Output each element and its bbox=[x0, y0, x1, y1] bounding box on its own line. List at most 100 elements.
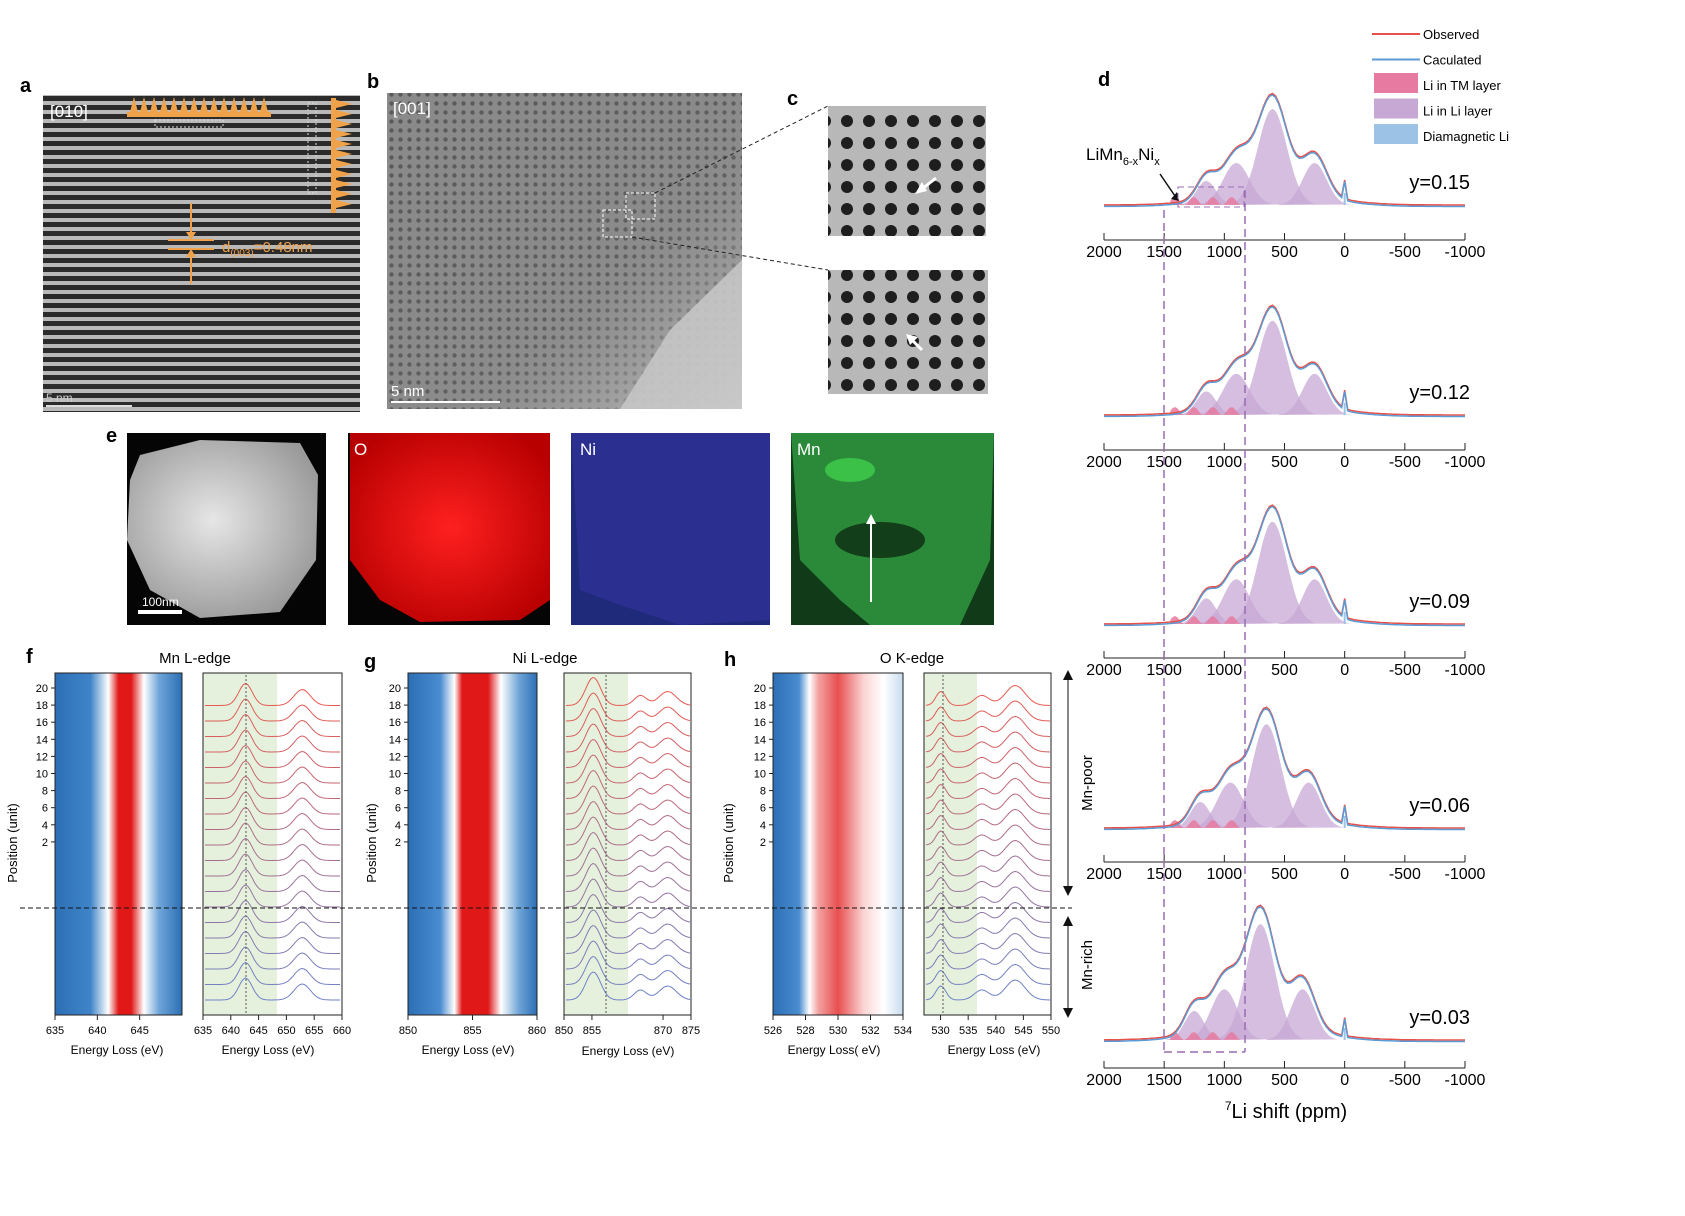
nmr-x-tick-label: 1000 bbox=[1207, 1072, 1243, 1089]
y-tick-label: 8 bbox=[395, 786, 401, 798]
y-tick-label: 10 bbox=[36, 769, 48, 781]
lattice-marker-icon bbox=[150, 97, 158, 112]
y-tick-label: 16 bbox=[754, 717, 766, 729]
y-tick-label: 4 bbox=[42, 820, 48, 832]
calculated-line bbox=[1103, 905, 1465, 1043]
eels-spectrum-line bbox=[205, 682, 340, 706]
eels-spectrum-line bbox=[565, 738, 691, 768]
legend-swatch bbox=[1374, 98, 1418, 119]
zoom-line-1 bbox=[654, 105, 829, 194]
arrow-c2 bbox=[910, 338, 924, 352]
arrowhead-up-icon bbox=[186, 249, 196, 257]
eds-o-label: O bbox=[354, 440, 367, 459]
eels-spectrum-line bbox=[205, 868, 340, 892]
legend-label: Observed bbox=[1423, 27, 1479, 42]
mn-rich-label: Mn-rich bbox=[1079, 940, 1096, 990]
eels-spectrum-line bbox=[565, 769, 691, 799]
eels-spectrum-line bbox=[205, 698, 340, 722]
mn-poor-up-icon bbox=[1063, 670, 1073, 680]
eels-spectrum-line bbox=[925, 746, 1051, 768]
eels-spectra bbox=[205, 675, 1051, 1015]
x-tick-label: 640 bbox=[222, 1025, 240, 1037]
eels-spectrum-line bbox=[925, 777, 1051, 799]
x-tick-label: 530 bbox=[829, 1025, 847, 1037]
lattice-marker-icon bbox=[250, 97, 258, 112]
eels-spectrum-line bbox=[565, 862, 691, 892]
eels-spectrum-line bbox=[925, 948, 1051, 970]
lattice-marker-icon bbox=[190, 97, 198, 112]
y-tick-label: 2 bbox=[42, 837, 48, 849]
y-tick-label: 14 bbox=[36, 734, 48, 746]
panel-letter-f: f bbox=[26, 646, 33, 668]
eels-spectrum-line bbox=[205, 791, 340, 815]
li-in-tm-layer-component bbox=[1170, 820, 1243, 828]
li-in-tm-layer-component bbox=[1170, 1032, 1243, 1040]
eels-spectrum-line bbox=[565, 831, 691, 861]
nmr-x-tick-label: -1000 bbox=[1445, 1072, 1486, 1089]
zone-axis-b: [001] bbox=[393, 99, 431, 118]
title-f: Mn L-edge bbox=[159, 650, 231, 667]
zone-axis-a: [010] bbox=[50, 102, 88, 121]
mn-poor-down-icon bbox=[1063, 886, 1073, 896]
diamagnetic-li-component bbox=[1343, 1028, 1346, 1040]
y-tick-label: 18 bbox=[754, 700, 766, 712]
spectrum-label: y=0.06 bbox=[1409, 795, 1470, 817]
ylabel-f: Position (unit) bbox=[5, 803, 20, 882]
lattice-marker-icon bbox=[200, 97, 208, 112]
dashed-box-b2 bbox=[602, 209, 633, 238]
title-g: Ni L-edge bbox=[512, 650, 577, 667]
x-tick-label: 650 bbox=[277, 1025, 295, 1037]
x-tick-label: 534 bbox=[894, 1025, 912, 1037]
x-tick-label: 640 bbox=[88, 1025, 106, 1037]
panel-letter-h: h bbox=[724, 649, 736, 671]
scale-bar-b-label: 5 nm bbox=[391, 383, 424, 400]
eels-spectrum-line bbox=[565, 878, 691, 908]
eels-spectrum-line bbox=[565, 847, 691, 877]
spectrum-label: y=0.09 bbox=[1409, 591, 1470, 613]
d-spacing-label: d(003)=0.48nm bbox=[222, 239, 313, 259]
eels-spectrum-line bbox=[565, 955, 691, 985]
nmr-x-tick-label: 0 bbox=[1340, 1072, 1349, 1089]
lattice-marker-icon bbox=[140, 97, 148, 112]
x-tick-label: 530 bbox=[931, 1025, 949, 1037]
mn-rich-up-icon bbox=[1063, 916, 1073, 926]
nmr-x-tick-label: -500 bbox=[1389, 662, 1421, 679]
eels-spectrum-line bbox=[205, 822, 340, 846]
y-tick-label: 2 bbox=[395, 837, 401, 849]
nmr-x-tick-label: 500 bbox=[1271, 662, 1298, 679]
ylabel-g: Position (unit) bbox=[364, 803, 379, 882]
eels-spectrum-line bbox=[925, 839, 1051, 861]
eels-spectrum-line bbox=[205, 930, 340, 954]
arrowhead-c1-icon bbox=[915, 182, 927, 194]
x-tick-label: 855 bbox=[583, 1025, 601, 1037]
y-tick-label: 20 bbox=[389, 683, 401, 695]
nmr-x-tick-label: 0 bbox=[1340, 866, 1349, 883]
eels-spectrum-line bbox=[205, 946, 340, 970]
x-tick-label: 532 bbox=[861, 1025, 879, 1037]
lattice-marker-icon bbox=[336, 120, 352, 128]
map-h bbox=[773, 673, 903, 1015]
y-tick-label: 14 bbox=[389, 734, 401, 746]
lattice-marker-icon bbox=[220, 97, 228, 112]
eels-spectrum-line bbox=[925, 886, 1051, 908]
eels-spectrum-line bbox=[925, 917, 1051, 939]
eds-mn-hotspot bbox=[825, 458, 875, 482]
li-in-li-layer-component bbox=[1278, 163, 1351, 205]
x-tick-label: 535 bbox=[959, 1025, 977, 1037]
eels-spectrum-line bbox=[565, 816, 691, 846]
eels-spectrum-line bbox=[925, 824, 1051, 846]
nmr-x-tick-label: 0 bbox=[1340, 454, 1349, 471]
y-tick-label: 6 bbox=[760, 803, 766, 815]
arrowhead-c2-icon bbox=[906, 334, 918, 345]
lattice-marker-icon bbox=[210, 97, 218, 112]
scale-bar-a-label: 5 nm bbox=[46, 391, 73, 405]
x-tick-label: 635 bbox=[194, 1025, 212, 1037]
lattice-marker-icon bbox=[336, 100, 352, 108]
nmr-x-tick-label: 500 bbox=[1271, 1072, 1298, 1089]
x-tick-label: 850 bbox=[555, 1025, 573, 1037]
annotation-pointer-head-icon bbox=[1171, 192, 1179, 201]
diamagnetic-li-component bbox=[1343, 193, 1346, 205]
x-tick-label: 870 bbox=[654, 1025, 672, 1037]
nmr-x-tick-label: -1000 bbox=[1445, 866, 1486, 883]
